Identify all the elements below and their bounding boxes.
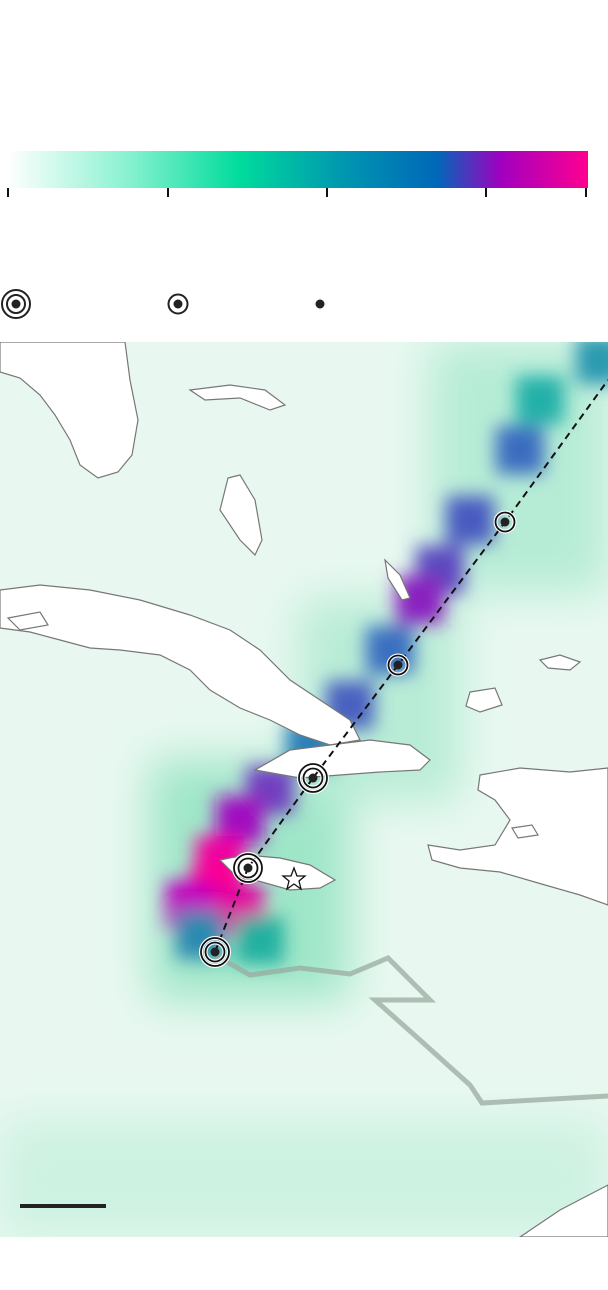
andros-island (219, 474, 263, 557)
heatmap-cell (576, 342, 608, 384)
dot-marker-icon (315, 299, 325, 309)
colorbar-tick (167, 188, 169, 197)
heatmap-cell (446, 496, 494, 544)
heatmap-cell (236, 916, 284, 964)
star-icon (281, 866, 307, 891)
land (0, 342, 608, 1237)
legend (1, 289, 325, 319)
colombia-coast (518, 1184, 608, 1237)
colorbar-tick (485, 188, 487, 197)
double-ring-marker-icon (297, 762, 329, 794)
map (0, 342, 608, 1237)
isle-of-youth (6, 611, 49, 631)
turks-caicos (538, 654, 582, 671)
double-ring-marker-icon (232, 852, 264, 884)
single-ring-marker-icon (386, 653, 410, 677)
maritime-boundary (213, 952, 608, 1106)
double-ring-marker-icon (199, 936, 231, 968)
colorbar-tick (7, 188, 9, 197)
colorbar-tick (326, 188, 328, 197)
heatmap-cell (516, 376, 564, 424)
colorbar-tick (585, 188, 587, 197)
scale-bar (20, 1204, 106, 1208)
colorbar (7, 151, 588, 188)
great-inagua (465, 687, 503, 713)
double-ring-marker-icon (1, 289, 31, 319)
cuba (0, 584, 361, 746)
single-ring-marker-icon (167, 293, 189, 315)
long-island (384, 558, 411, 601)
abaco (188, 384, 287, 411)
heatmap-cell (496, 426, 544, 474)
single-ring-marker-icon (493, 510, 517, 534)
gonave (511, 824, 539, 839)
florida (0, 342, 139, 479)
